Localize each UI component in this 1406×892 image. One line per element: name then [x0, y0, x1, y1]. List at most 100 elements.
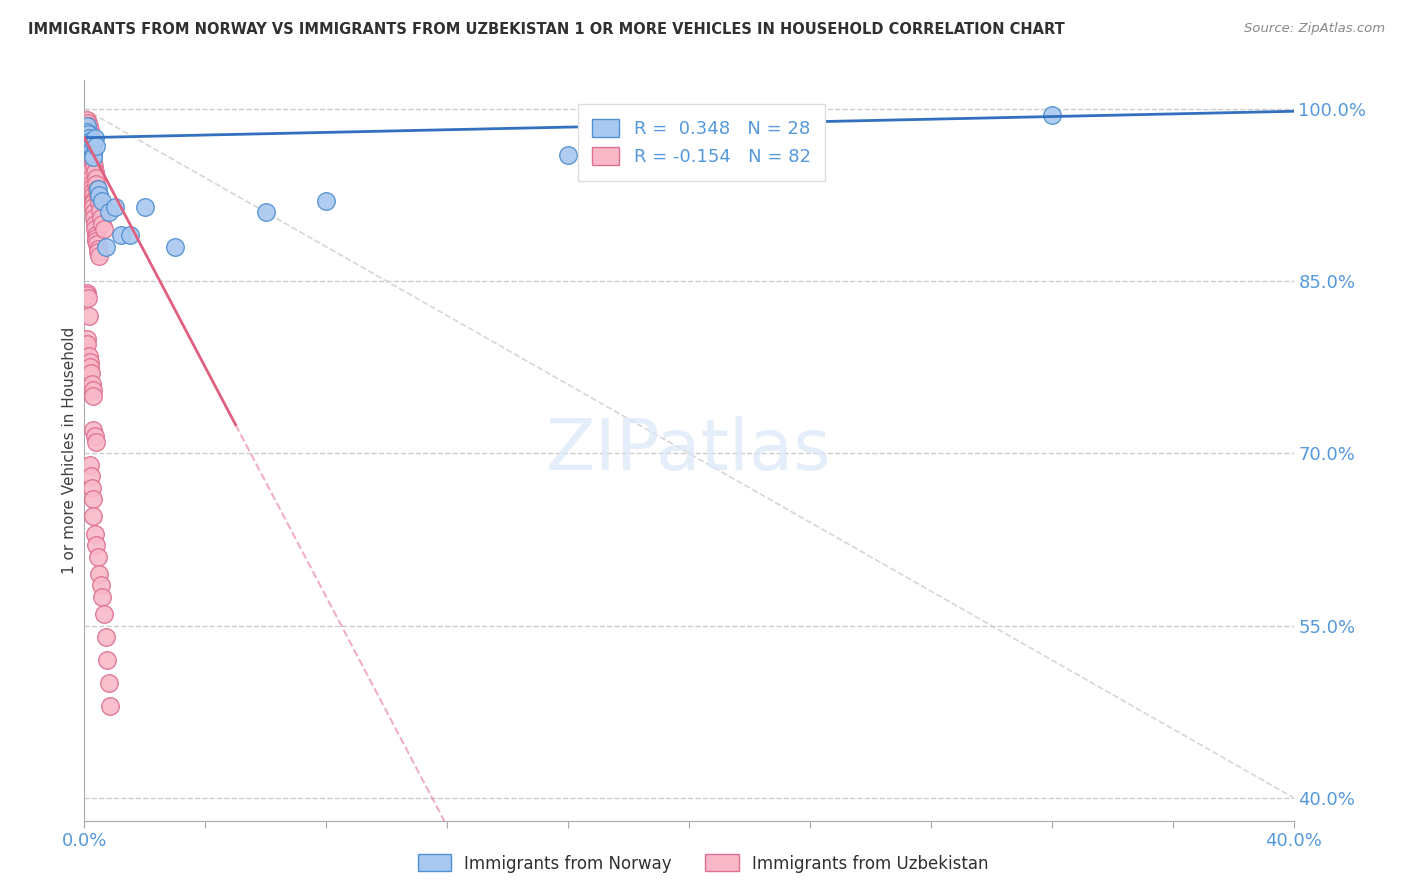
- Point: [557, 148, 579, 162]
- Point: [84, 170, 107, 185]
- Point: [80, 469, 103, 483]
- Point: [77, 130, 100, 145]
- Point: [80, 177, 103, 191]
- Point: [79, 134, 101, 148]
- Point: [82, 200, 104, 214]
- Point: [86, 538, 108, 552]
- Point: [134, 200, 156, 214]
- Point: [80, 377, 103, 392]
- Point: [87, 182, 110, 196]
- Point: [80, 185, 103, 199]
- Point: [97, 676, 120, 690]
- Point: [84, 222, 107, 236]
- Point: [82, 148, 104, 162]
- Point: [97, 205, 120, 219]
- Point: [77, 309, 100, 323]
- Point: [89, 188, 111, 202]
- Point: [82, 196, 104, 211]
- Point: [80, 180, 103, 194]
- Point: [76, 130, 98, 145]
- Point: [90, 578, 112, 592]
- Point: [75, 119, 97, 133]
- Point: [96, 653, 118, 667]
- Point: [82, 423, 104, 437]
- Point: [254, 205, 277, 219]
- Point: [82, 188, 104, 202]
- Point: [77, 153, 100, 168]
- Point: [86, 177, 108, 191]
- Point: [79, 360, 101, 375]
- Point: [77, 150, 100, 164]
- Point: [79, 160, 101, 174]
- Point: [79, 122, 101, 136]
- Point: [76, 337, 98, 351]
- Point: [110, 228, 132, 243]
- Point: [76, 285, 98, 300]
- Point: [82, 389, 104, 403]
- Point: [82, 150, 104, 164]
- Point: [83, 136, 105, 151]
- Point: [82, 148, 104, 162]
- Point: [76, 288, 98, 302]
- Point: [87, 549, 110, 564]
- Point: [76, 125, 98, 139]
- Text: Source: ZipAtlas.com: Source: ZipAtlas.com: [1244, 22, 1385, 36]
- Point: [87, 242, 110, 256]
- Point: [79, 127, 101, 141]
- Point: [77, 148, 100, 162]
- Point: [90, 211, 112, 225]
- Point: [94, 240, 117, 254]
- Point: [86, 138, 108, 153]
- Point: [93, 607, 115, 621]
- Point: [82, 383, 104, 397]
- Point: [80, 138, 103, 153]
- Point: [77, 119, 100, 133]
- Point: [84, 526, 107, 541]
- Point: [87, 188, 110, 202]
- Point: [79, 165, 101, 179]
- Point: [87, 245, 110, 260]
- Point: [83, 160, 105, 174]
- Point: [89, 566, 111, 581]
- Point: [83, 205, 105, 219]
- Point: [76, 125, 98, 139]
- Legend: R =  0.348   N = 28, R = -0.154   N = 82: R = 0.348 N = 28, R = -0.154 N = 82: [578, 104, 825, 181]
- Point: [84, 429, 107, 443]
- Point: [84, 217, 107, 231]
- Point: [86, 230, 108, 244]
- Text: ZIPatlas: ZIPatlas: [546, 416, 832, 485]
- Point: [738, 108, 761, 122]
- Point: [86, 182, 108, 196]
- Point: [79, 354, 101, 368]
- Point: [315, 194, 337, 208]
- Point: [91, 194, 114, 208]
- Point: [80, 130, 103, 145]
- Point: [84, 434, 107, 449]
- Point: [89, 202, 111, 217]
- Point: [84, 165, 107, 179]
- Point: [80, 138, 103, 153]
- Point: [84, 130, 107, 145]
- Point: [82, 153, 104, 168]
- Point: [77, 116, 100, 130]
- Point: [89, 196, 111, 211]
- Point: [76, 332, 98, 346]
- Point: [76, 119, 98, 133]
- Point: [87, 249, 110, 263]
- Point: [104, 200, 127, 214]
- Point: [98, 698, 121, 713]
- Point: [77, 291, 100, 305]
- Point: [80, 481, 103, 495]
- Point: [93, 222, 115, 236]
- Point: [77, 127, 100, 141]
- Point: [165, 240, 187, 254]
- Point: [80, 170, 103, 185]
- Point: [79, 136, 101, 151]
- Point: [82, 492, 104, 507]
- Point: [82, 509, 104, 524]
- Point: [83, 211, 105, 225]
- Point: [77, 142, 100, 156]
- Point: [76, 113, 98, 128]
- Point: [1040, 108, 1063, 122]
- Point: [118, 228, 141, 243]
